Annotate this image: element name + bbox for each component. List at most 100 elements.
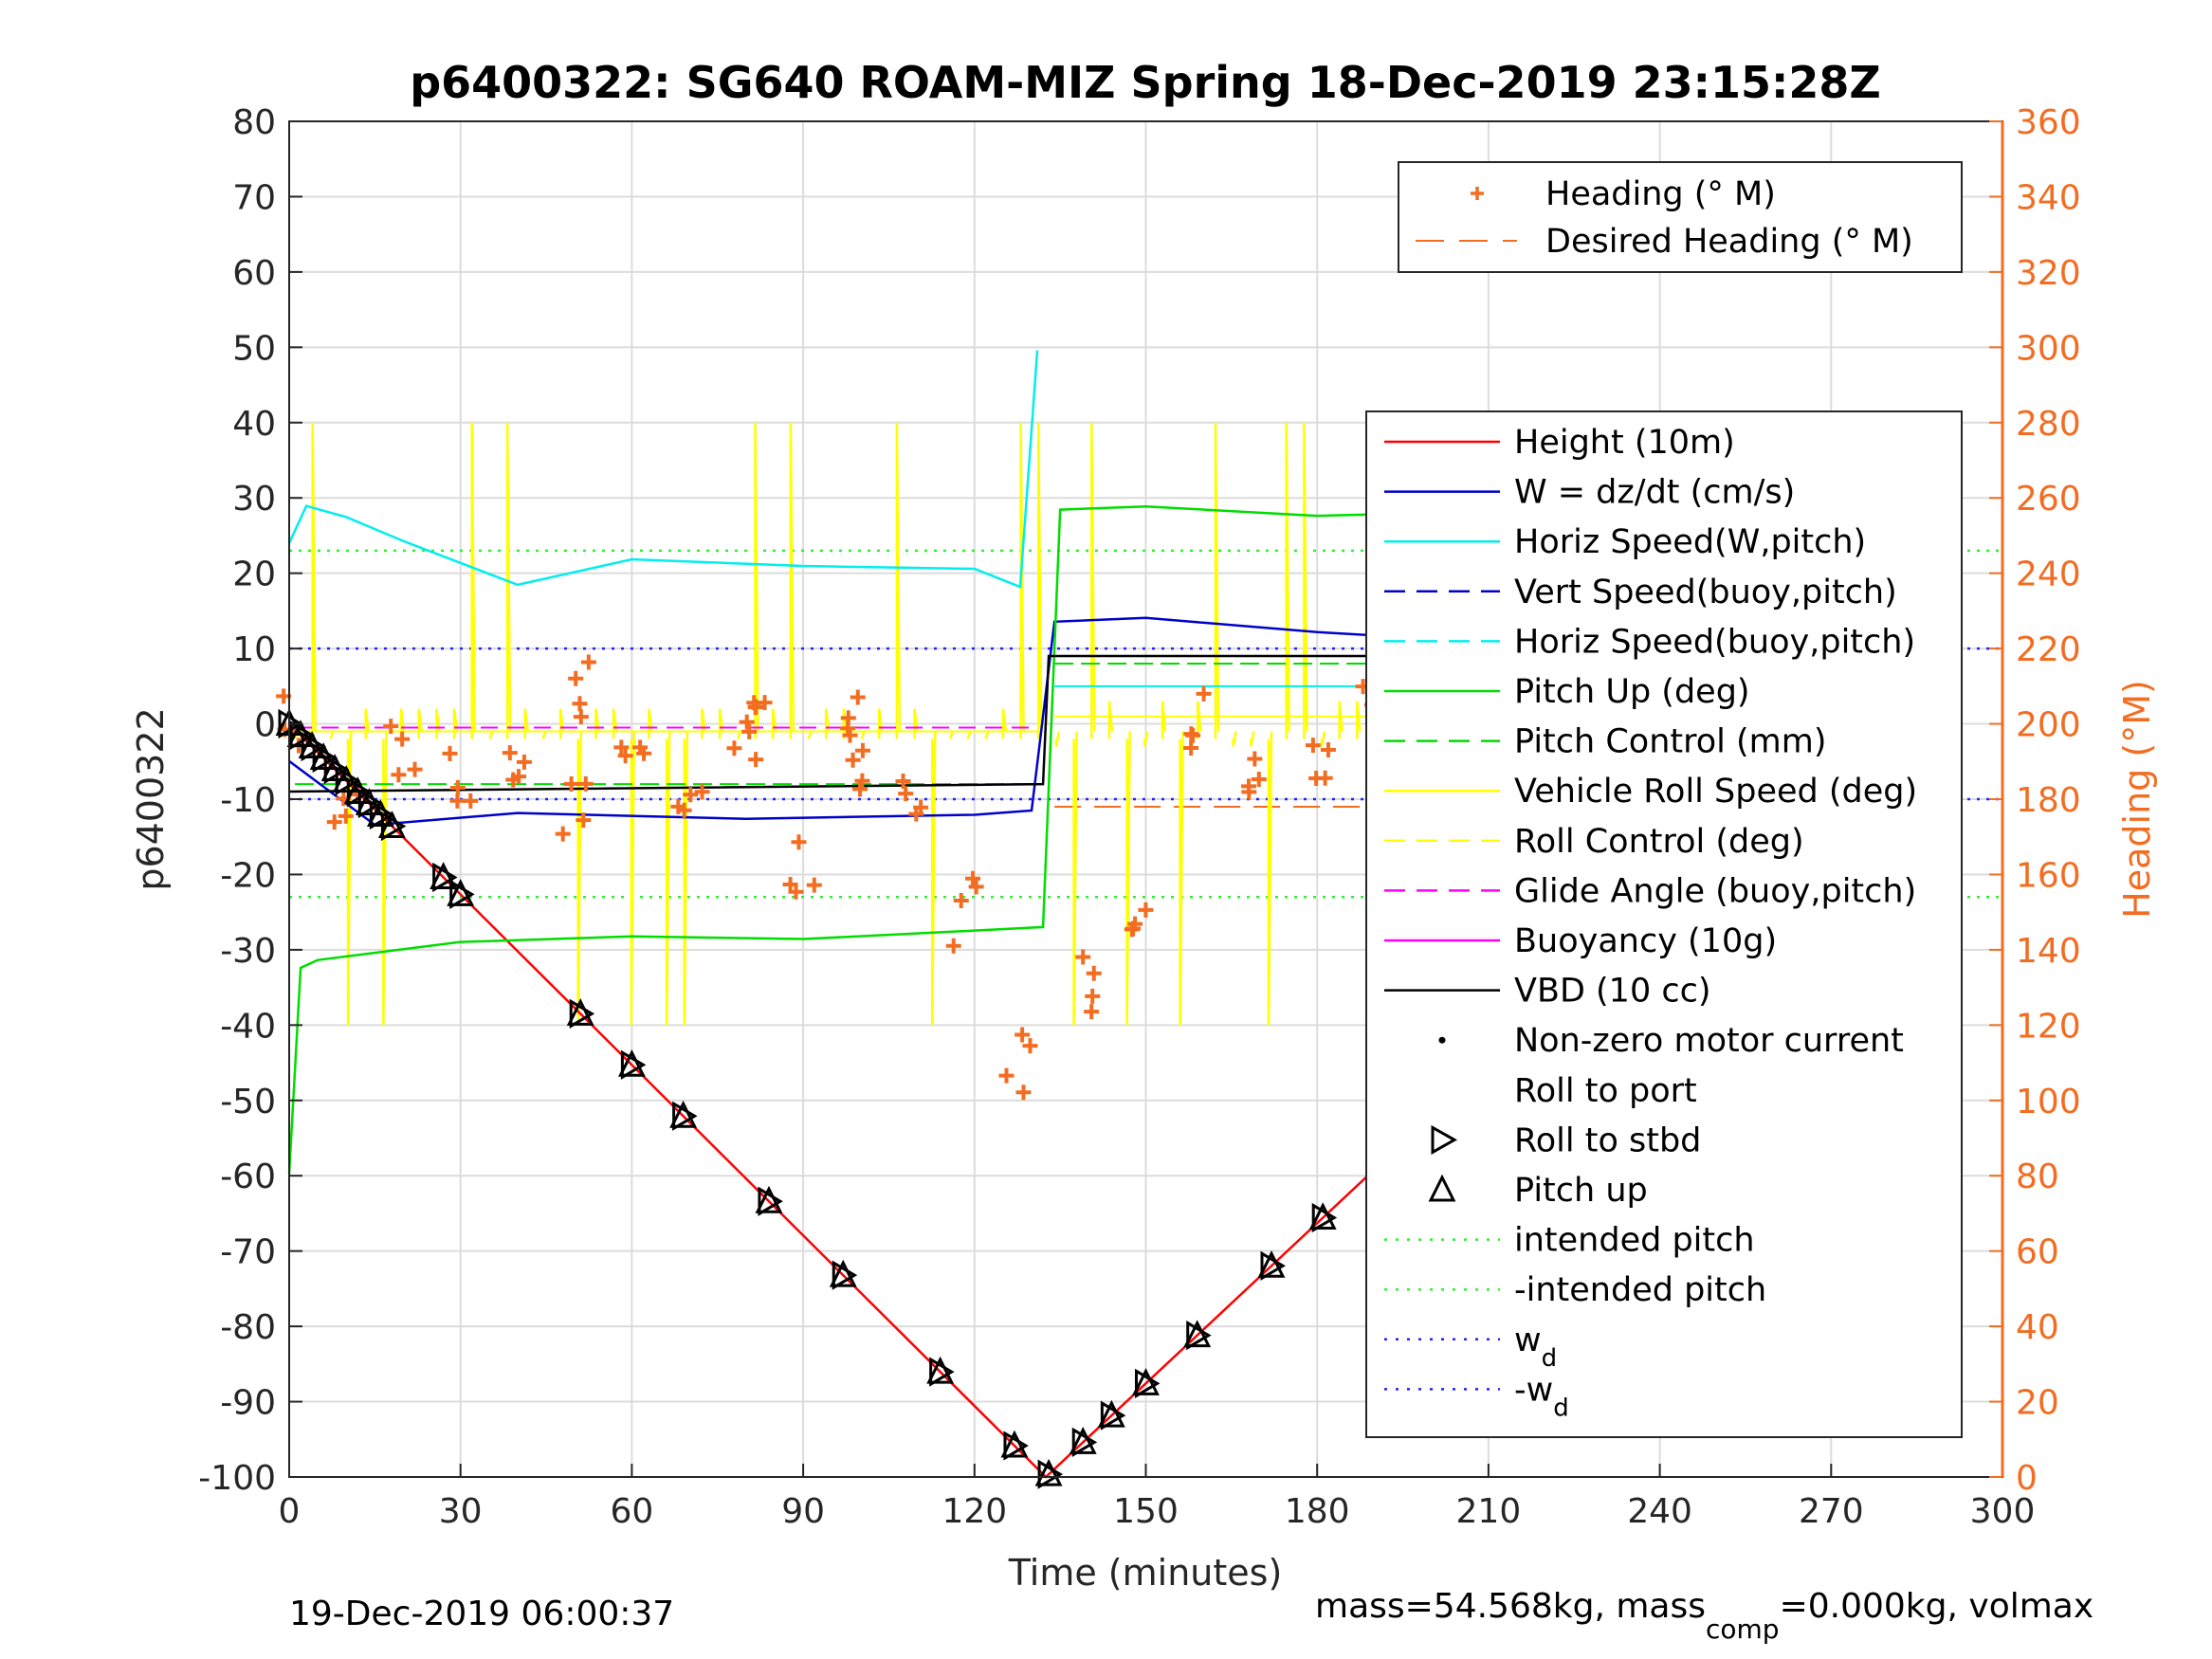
y-tick-label: 60 — [232, 254, 276, 293]
y-tick-label: -60 — [220, 1158, 276, 1196]
y-right-tick-label: 20 — [2016, 1384, 2059, 1423]
y-right-tick-label: 320 — [2016, 254, 2081, 293]
pitch-up-marker — [1257, 1249, 1286, 1278]
roll-stbd-marker — [832, 1260, 858, 1290]
heading-point — [806, 877, 822, 893]
heading-point — [845, 752, 861, 768]
chart-title: p6400322: SG640 ROAM-MIZ Spring 18-Dec-2… — [410, 57, 1881, 108]
heading-point — [998, 1067, 1015, 1084]
heading-point — [516, 754, 532, 770]
legend-label: Roll to stbd — [1514, 1121, 1701, 1159]
legend-main: Height (10m) W = dz/dt (cm/s) Horiz Speed(… — [1365, 410, 1963, 1438]
heading-point — [739, 714, 755, 730]
footer-timestamp: 19-Dec-2019 06:00:37 — [289, 1595, 674, 1633]
pitch-up-marker — [1034, 1458, 1063, 1486]
heading-point — [913, 799, 929, 815]
heading-point — [1125, 921, 1142, 937]
pitch-up-marker — [926, 1356, 955, 1384]
y-tick-label: -80 — [220, 1308, 276, 1347]
heading-point — [965, 870, 981, 886]
heading-point — [1247, 751, 1263, 767]
roll-stbd-marker — [1186, 1320, 1212, 1351]
legend-label: Pitch up — [1514, 1172, 1648, 1210]
heading-point — [1015, 1027, 1031, 1043]
y-right-tick-label: 160 — [2016, 856, 2081, 895]
pitch-up-marker — [332, 765, 360, 793]
legend-label: Roll Control (deg) — [1514, 823, 1804, 861]
heading-point — [1084, 1004, 1100, 1020]
y-right-tick-label: 260 — [2016, 480, 2081, 519]
x-tick-label: 120 — [941, 1492, 1007, 1531]
pitch-up-marker — [286, 720, 315, 748]
heading-point — [782, 877, 798, 893]
y-tick-label: -10 — [220, 781, 276, 820]
roll-stbd-marker — [620, 1049, 647, 1080]
pitch-up-marker — [755, 1185, 783, 1213]
heading-point — [895, 774, 911, 790]
y-tick-label: 30 — [232, 480, 276, 519]
heading-point — [563, 776, 579, 793]
y-right-tick-label: 80 — [2016, 1158, 2059, 1196]
heading-point — [945, 938, 961, 954]
heading-point — [617, 748, 633, 764]
heading-point — [854, 773, 870, 789]
pitch-up-marker — [1183, 1320, 1212, 1348]
roll-stbd-marker — [569, 998, 595, 1029]
y-tick-label: -70 — [220, 1233, 276, 1272]
y-right-tick-label: 360 — [2016, 103, 2081, 142]
x-tick-label: 60 — [610, 1492, 653, 1531]
y-right-tick-label: 300 — [2016, 329, 2081, 368]
y-tick-label: -30 — [220, 932, 276, 971]
pitch-up-marker — [1000, 1430, 1029, 1458]
y-tick-label: 50 — [232, 329, 276, 368]
heading-point — [840, 710, 856, 726]
y-right-tick-label: 40 — [2016, 1308, 2059, 1347]
pitch-up-marker — [1132, 1367, 1160, 1395]
heading-point — [757, 695, 773, 711]
y-tick-label: 10 — [232, 630, 276, 669]
roll-stbd-marker — [449, 879, 475, 910]
heading-point — [338, 808, 354, 824]
y-right-tick-label: 200 — [2016, 706, 2081, 745]
x-tick-label: 90 — [781, 1492, 825, 1531]
legend-label: Roll to port — [1514, 1072, 1697, 1110]
y-tick-label: -50 — [220, 1083, 276, 1121]
legend-label: Horiz Speed(buoy,pitch) — [1514, 623, 1915, 661]
heading-point — [726, 740, 742, 757]
heading-point — [748, 699, 764, 715]
heading-point — [576, 812, 592, 829]
footer-mass: mass=54.568kg, masscomp=0.000kg, volmax — [1315, 1587, 2093, 1645]
y-right-tick-label: 0 — [2016, 1459, 2038, 1498]
heading-point — [953, 892, 969, 908]
legend-label: Non-zero motor current — [1514, 1022, 1904, 1060]
pitch-up-marker — [566, 997, 594, 1026]
legend-label: Vehicle Roll Speed (deg) — [1514, 773, 1917, 811]
y-tick-label: 0 — [254, 706, 276, 745]
x-tick-label: 180 — [1285, 1492, 1350, 1531]
pitch-up-marker — [366, 799, 394, 827]
heading-point — [449, 793, 466, 809]
heading-point — [1138, 902, 1154, 918]
y-right-tick-label: 240 — [2016, 556, 2081, 594]
heading-point — [613, 739, 630, 756]
y-right-tick-label: 340 — [2016, 178, 2081, 217]
heading-point — [449, 780, 466, 796]
heading-point — [1075, 949, 1091, 965]
heading-point — [502, 745, 518, 761]
heading-point — [442, 745, 458, 761]
legend-label: Pitch Control (mm) — [1514, 723, 1826, 761]
y-right-tick-label: 220 — [2016, 630, 2081, 669]
y-right-tick-label: 60 — [2016, 1233, 2059, 1272]
heading-point — [568, 670, 584, 686]
y-tick-label: 70 — [232, 178, 276, 217]
x-tick-label: 240 — [1627, 1492, 1692, 1531]
y-tick-label: -20 — [220, 856, 276, 895]
roll-stbd-marker — [1100, 1400, 1126, 1431]
legend-symbol — [1428, 1174, 1456, 1202]
heading-point — [694, 784, 710, 800]
legend-label: Vert Speed(buoy,pitch) — [1514, 574, 1897, 611]
y-tick-label: 20 — [232, 556, 276, 594]
legend-label: Buoyancy (10g) — [1514, 922, 1777, 960]
pitch-up-marker — [430, 862, 458, 889]
